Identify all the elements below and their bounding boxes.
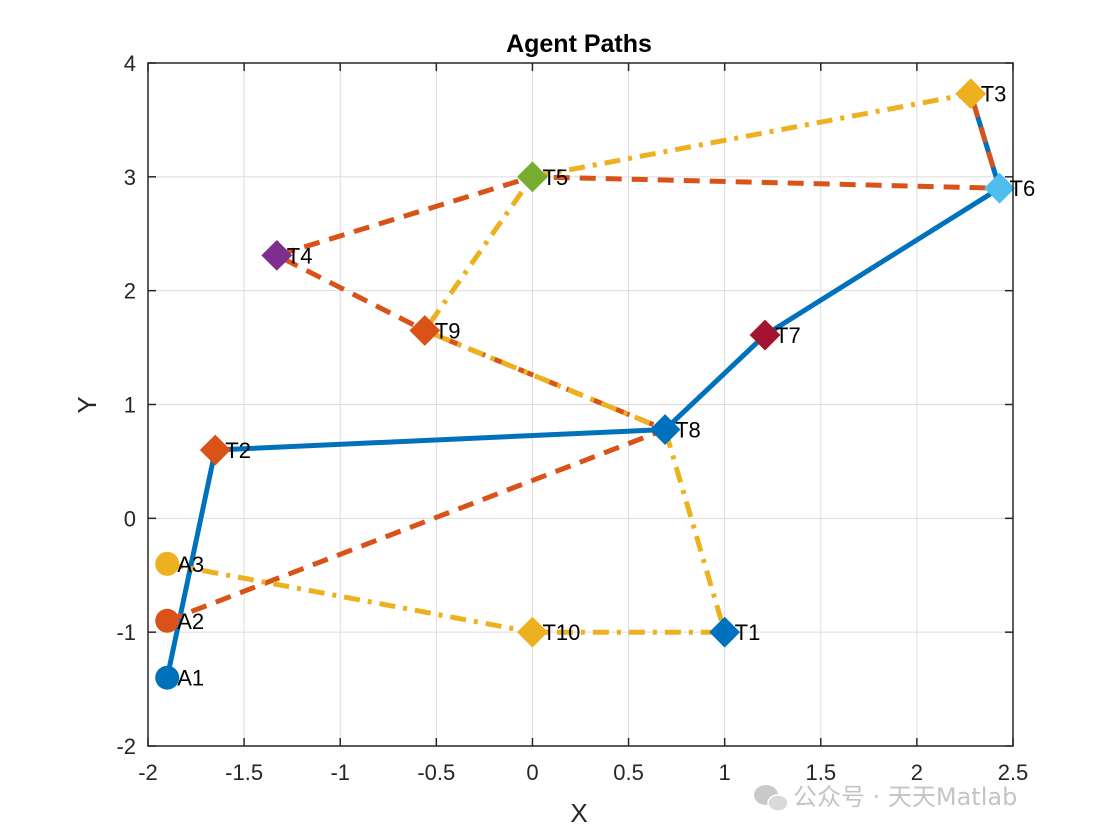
target-label: T7 <box>775 323 801 348</box>
y-tick-label: 2 <box>124 279 136 304</box>
series-line-1 <box>164 92 1002 679</box>
y-tick-label: 0 <box>124 506 136 531</box>
y-axis-label: Y <box>72 396 102 413</box>
y-tick-label: -1 <box>116 620 136 645</box>
agent-marker <box>155 665 180 690</box>
target-label: T3 <box>981 82 1007 107</box>
x-tick-label: 1 <box>719 760 731 785</box>
axes-frame <box>147 62 1014 747</box>
target-label: T10 <box>542 620 580 645</box>
target-label: T8 <box>675 418 701 443</box>
target-marker <box>409 315 441 346</box>
x-tick-label: 0 <box>526 760 538 785</box>
x-tick-label: 0.5 <box>613 760 644 785</box>
target-marker <box>984 172 1015 204</box>
y-tick-label: 1 <box>124 393 136 418</box>
y-tick-label: 4 <box>124 51 136 76</box>
x-tick-label: -0.5 <box>417 760 455 785</box>
agent-marker <box>155 551 180 576</box>
target-label: T4 <box>287 243 313 268</box>
x-tick-label: -1.5 <box>225 760 263 785</box>
agent-label: A1 <box>177 666 204 691</box>
target-label: T2 <box>225 438 251 463</box>
wechat-icon <box>754 785 789 812</box>
watermark: 公众号 · 天天Matlab <box>754 783 1017 812</box>
target-marker <box>199 434 231 466</box>
x-tick-label: 2.5 <box>998 760 1029 785</box>
target-label: T9 <box>435 319 461 344</box>
tick-labels: -2 -1.5 -1 -0.5 0 0.5 1 1.5 2 2.5 -2 -1 0 1 2 3 4 <box>116 51 1028 785</box>
target-marker <box>649 414 681 445</box>
y-tick-label: 3 <box>124 165 136 190</box>
markers-group <box>155 78 1015 690</box>
agent-label: A3 <box>177 552 204 577</box>
agent-label: A2 <box>177 609 204 634</box>
x-tick-label: -1 <box>330 760 350 785</box>
target-marker <box>517 161 548 193</box>
target-label: T6 <box>1010 176 1036 201</box>
x-tick-label: 1.5 <box>805 760 836 785</box>
agent-marker <box>155 608 180 633</box>
watermark-text: 公众号 · 天天Matlab <box>793 783 1017 811</box>
target-marker <box>709 616 741 648</box>
target-marker <box>955 78 987 110</box>
x-axis-label: X <box>570 798 587 828</box>
target-label: T5 <box>542 165 568 190</box>
target-marker <box>749 319 781 351</box>
x-tick-label: -2 <box>138 760 158 785</box>
target-label: T1 <box>735 620 761 645</box>
x-tick-label: 2 <box>911 760 923 785</box>
point-labels: T1 T2 T3 T4 T5 T6 T7 T8 T9 T10 A1 A2 A3 <box>177 82 1035 691</box>
target-marker <box>517 616 548 648</box>
y-tick-label: -2 <box>116 734 136 759</box>
target-marker <box>261 239 293 271</box>
chart-title: Agent Paths <box>506 30 652 58</box>
